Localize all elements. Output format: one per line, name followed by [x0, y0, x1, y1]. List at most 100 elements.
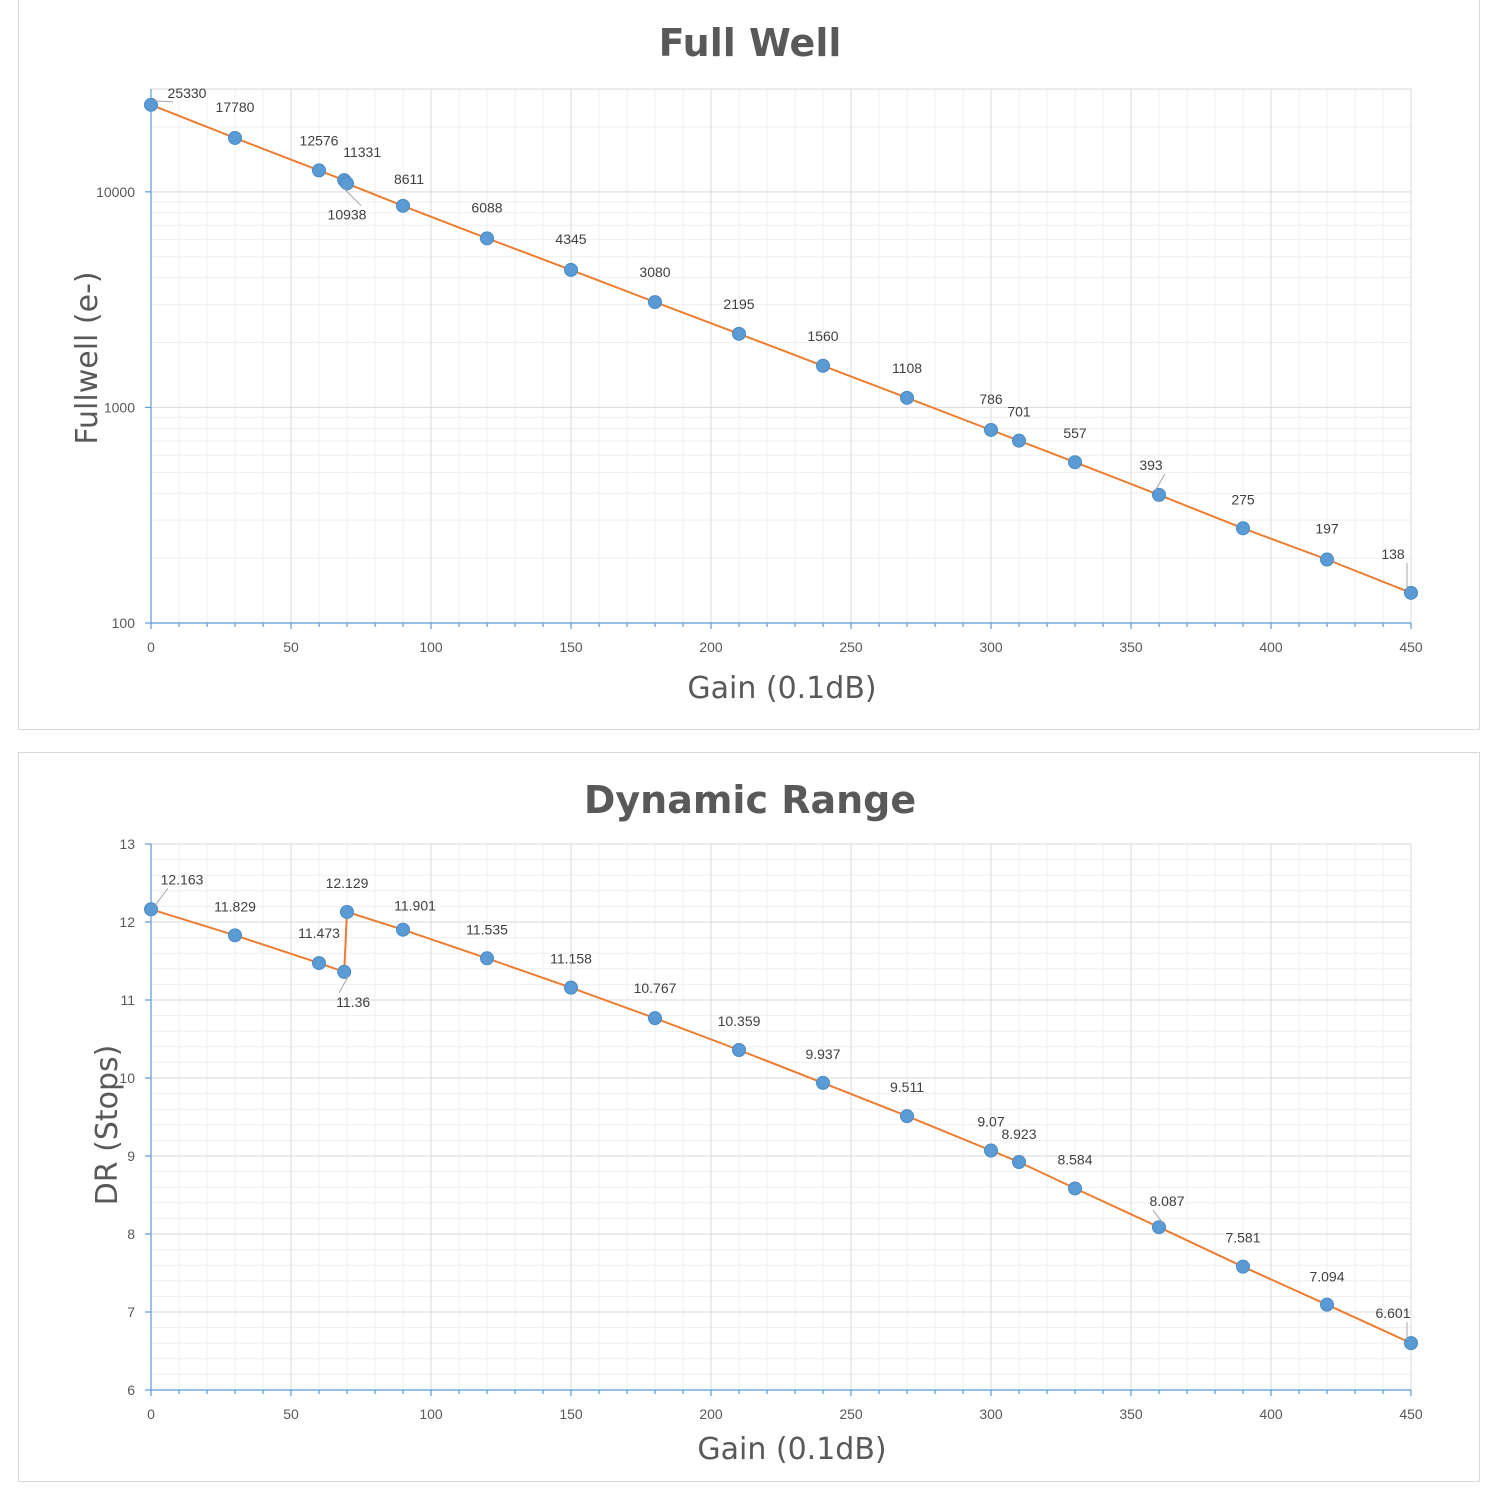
data-label: 10938: [328, 206, 367, 222]
x-axis-title: Gain (0.1dB): [697, 1432, 886, 1467]
data-point: [337, 964, 352, 979]
data-point: [1320, 552, 1334, 567]
data-label: 8.087: [1149, 1193, 1184, 1209]
data-point: [480, 951, 494, 966]
data-label: 9.937: [805, 1046, 840, 1062]
x-tick-label: 450: [1399, 639, 1423, 655]
y-tick-label: 10000: [96, 184, 135, 200]
data-point: [1404, 1336, 1418, 1351]
x-tick-label: 100: [419, 639, 443, 655]
data-label: 11.158: [550, 951, 592, 967]
data-point: [340, 904, 354, 919]
data-label: 138: [1381, 546, 1405, 562]
data-label: 6088: [471, 199, 502, 215]
y-tick-label: 13: [119, 836, 135, 852]
data-label: 9.511: [890, 1079, 924, 1095]
data-point: [732, 326, 746, 341]
x-tick-label: 400: [1259, 639, 1283, 655]
data-point: [816, 358, 830, 373]
data-point: [900, 390, 914, 405]
data-label: 7.094: [1309, 1269, 1344, 1285]
dynamic-range-chart-panel: Dynamic Range Gain (0.1dB) DR (Stops) 0 5…: [18, 752, 1480, 1482]
data-label: 10.359: [718, 1013, 761, 1029]
x-tick-label: 200: [699, 639, 723, 655]
label-leader-line: [154, 100, 174, 103]
data-point: [564, 980, 578, 995]
chart-title: Full Well: [659, 21, 842, 65]
data-point: [396, 922, 410, 937]
data-point: [564, 262, 578, 277]
x-axis-title: Gain (0.1dB): [687, 671, 876, 706]
data-label: 8611: [394, 171, 424, 187]
data-point: [1236, 1259, 1250, 1274]
data-point: [984, 422, 998, 437]
data-label: 12576: [300, 132, 339, 148]
data-label: 12.163: [161, 871, 204, 887]
data-label: 10.767: [634, 980, 677, 996]
label-leader-line: [342, 187, 362, 206]
fullwell-chart-panel: Full Well Gain (0.1dB) Fullwell (e-) 0 50…: [18, 0, 1480, 730]
label-leader-line: [338, 975, 349, 994]
x-tick-label: 400: [1259, 1406, 1283, 1422]
data-point: [1068, 455, 1082, 470]
data-point: [312, 956, 326, 971]
data-label: 1560: [807, 328, 838, 344]
data-point: [1012, 1155, 1026, 1170]
data-point: [1152, 487, 1166, 502]
data-point: [144, 97, 158, 112]
data-label: 6.601: [1375, 1305, 1410, 1321]
label-leader-line: [1154, 473, 1166, 492]
x-tick-label: 0: [147, 1406, 155, 1422]
data-point: [732, 1042, 746, 1057]
data-point: [228, 928, 242, 943]
x-tick-label: 150: [559, 639, 583, 655]
data-label: 17780: [216, 99, 255, 115]
data-point: [1236, 521, 1250, 536]
data-label: 3080: [639, 264, 670, 280]
data-label: 786: [979, 391, 1003, 407]
data-label: 197: [1315, 521, 1339, 537]
label-leader-line: [1152, 1209, 1164, 1224]
data-label: 8.923: [1001, 1126, 1036, 1142]
data-label: 9.07: [977, 1114, 1004, 1130]
data-label: 393: [1139, 457, 1163, 473]
data-label: 1108: [892, 360, 922, 376]
x-tick-label: 450: [1399, 1406, 1423, 1422]
data-point: [1320, 1297, 1334, 1312]
data-label: 7.581: [1225, 1230, 1260, 1246]
data-point: [648, 1011, 662, 1026]
dynamic-range-chart: Dynamic Range Gain (0.1dB) DR (Stops) 0 5…: [90, 778, 1423, 1467]
data-point: [312, 163, 326, 178]
data-label: 8.584: [1057, 1151, 1092, 1167]
x-tick-label: 250: [839, 1406, 863, 1422]
data-point: [228, 130, 242, 145]
x-tick-label: 200: [699, 1406, 723, 1422]
x-tick-label: 300: [979, 639, 1003, 655]
y-tick-label: 9: [127, 1148, 135, 1164]
data-point: [816, 1075, 830, 1090]
data-point: [1404, 585, 1418, 600]
data-label: 11.36: [336, 994, 370, 1010]
data-label: 275: [1231, 491, 1255, 507]
x-tick-label: 300: [979, 1406, 1003, 1422]
y-tick-label: 100: [112, 615, 136, 631]
y-tick-label: 8: [127, 1226, 135, 1242]
data-label: 11.901: [394, 898, 436, 914]
y-tick-label: 12: [119, 914, 135, 930]
x-tick-label: 350: [1119, 639, 1143, 655]
x-tick-label: 250: [839, 639, 863, 655]
x-tick-label: 50: [283, 639, 299, 655]
x-tick-label: 350: [1119, 1406, 1143, 1422]
data-point: [396, 198, 410, 213]
data-label: 4345: [555, 231, 586, 247]
chart-title: Dynamic Range: [584, 778, 916, 822]
data-point: [900, 1109, 914, 1124]
label-leader-line: [154, 887, 169, 906]
data-point: [1068, 1181, 1082, 1196]
x-tick-label: 0: [147, 639, 155, 655]
data-label: 11.535: [466, 921, 508, 937]
data-label: 701: [1007, 404, 1031, 420]
data-point: [648, 295, 662, 310]
data-point: [480, 231, 494, 246]
x-tick-label: 100: [419, 1406, 443, 1422]
